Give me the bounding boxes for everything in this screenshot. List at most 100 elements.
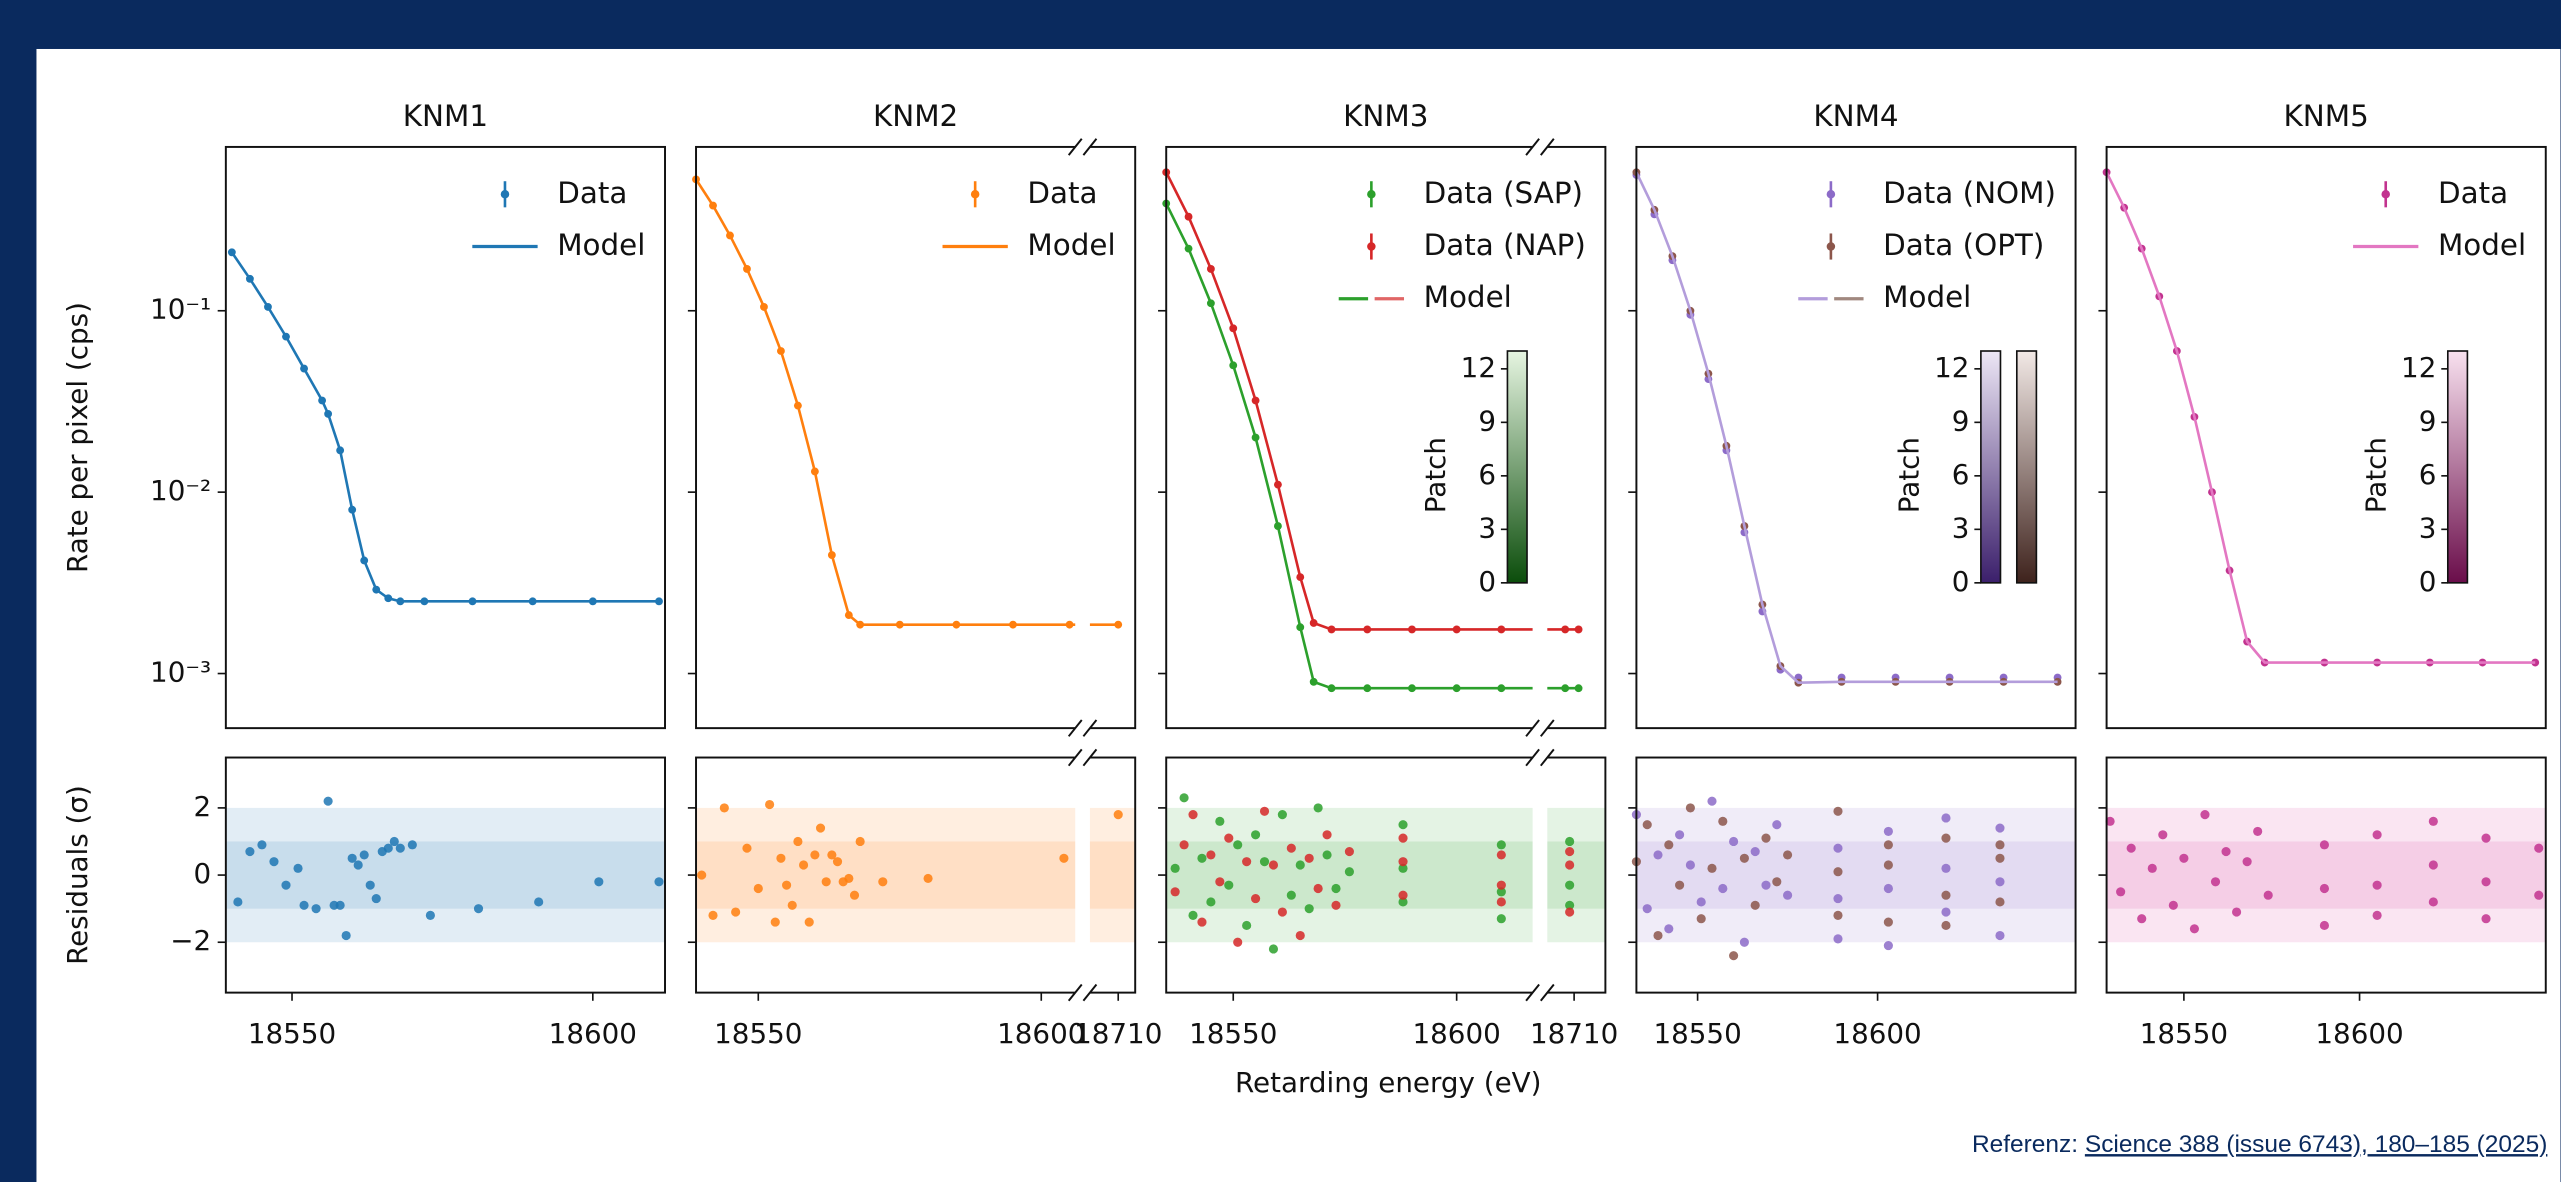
residual-point xyxy=(1398,820,1408,830)
axis-break-mark xyxy=(1082,719,1098,737)
residual-point xyxy=(1707,796,1717,806)
colorbar-tick-label: 9 xyxy=(1952,404,1970,437)
data-point xyxy=(1184,212,1193,221)
residual-point xyxy=(1642,904,1652,914)
residual-point xyxy=(798,860,809,870)
residual-point xyxy=(1707,863,1717,873)
residual-point xyxy=(1718,816,1728,826)
residual-point xyxy=(1322,850,1332,860)
residual-point xyxy=(1179,793,1189,803)
sigma-band xyxy=(1166,807,1606,943)
residual-point xyxy=(534,897,544,907)
colorbar-tick-label: 6 xyxy=(1478,458,1496,491)
residual-point xyxy=(1331,883,1341,894)
residual-point xyxy=(323,796,333,806)
residual-point xyxy=(1398,890,1408,900)
axes-frame xyxy=(224,756,666,994)
colorbar-tick-label: 6 xyxy=(1952,458,1970,491)
legend-label: Model xyxy=(2438,228,2526,262)
residual-point xyxy=(770,917,780,927)
legend: Data Model xyxy=(942,176,1116,262)
residual-point xyxy=(815,823,826,833)
x-tick-label: 18600 xyxy=(1413,1017,1501,1050)
residual-point xyxy=(2319,840,2329,850)
residual-point xyxy=(1215,816,1225,826)
colorbar-tick-label: 6 xyxy=(2419,458,2437,491)
residual-point xyxy=(1295,930,1305,941)
axes-frame xyxy=(2105,145,2547,730)
data-point xyxy=(1206,265,1215,273)
legend-handle xyxy=(500,190,510,199)
residual-point xyxy=(1565,907,1575,917)
residual-point xyxy=(1170,863,1180,873)
residual-point xyxy=(1398,857,1408,867)
legend: Data Model xyxy=(2353,176,2526,262)
residual-point xyxy=(1233,937,1243,947)
legend-handle xyxy=(1826,190,1836,199)
residual-point xyxy=(1995,853,2005,863)
residual-point xyxy=(1313,803,1323,813)
residual-point xyxy=(1675,830,1685,840)
residual-point xyxy=(1833,806,1843,816)
colorbar-label: Patch xyxy=(2360,437,2393,513)
colorbar-tick-label: 3 xyxy=(1952,511,1970,544)
residual-point xyxy=(1496,897,1506,907)
colorbar xyxy=(1980,350,2002,584)
residual-point xyxy=(1295,860,1305,870)
legend: Data (NOM) Data (OPT) Model xyxy=(1798,176,2056,314)
axis-break-mark xyxy=(1540,719,1555,737)
residual-point xyxy=(1233,840,1243,850)
residual-point xyxy=(1772,820,1782,830)
residual-point xyxy=(395,843,405,853)
residual-point xyxy=(311,904,321,914)
residual-point xyxy=(1496,850,1506,860)
axes-frame xyxy=(1635,145,2077,730)
reference-link[interactable]: Science 388 (issue 6743), 180–185 (2025) xyxy=(2085,1132,2548,1159)
legend-label: Data (OPT) xyxy=(1883,228,2044,262)
residual-point xyxy=(1286,890,1296,900)
residual-point xyxy=(1268,944,1279,954)
residual-point xyxy=(1496,887,1506,897)
residual-point xyxy=(1331,900,1341,910)
residual-point xyxy=(2147,863,2157,873)
data-point xyxy=(1251,396,1260,405)
panel-title: KNM2 xyxy=(873,99,958,133)
residual-point xyxy=(269,857,279,867)
residual-point xyxy=(821,877,831,887)
residual-point xyxy=(1206,850,1216,860)
residual-point xyxy=(1344,867,1354,877)
residual-point xyxy=(1761,880,1771,890)
panel-title: KNM1 xyxy=(403,99,488,133)
legend-label: Model xyxy=(1424,280,1512,314)
residual-point xyxy=(1565,846,1575,857)
residual-point xyxy=(257,840,267,850)
residual-point xyxy=(233,897,243,907)
axis-break-gap xyxy=(1075,143,1090,732)
residual-point xyxy=(1729,951,1739,961)
legend-handle xyxy=(970,190,980,199)
data-point xyxy=(1327,625,1336,634)
legend-label: Data (SAP) xyxy=(1424,176,1583,210)
colorbar-tick-label: 3 xyxy=(2419,511,2437,544)
residual-point xyxy=(1565,836,1575,847)
residual-point xyxy=(804,917,814,927)
data-point xyxy=(1497,625,1506,634)
residual-point xyxy=(2428,816,2438,826)
x-tick-label: 18550 xyxy=(2140,1017,2228,1050)
residual-point xyxy=(776,853,786,863)
colorbar xyxy=(1506,350,1528,584)
residual-point xyxy=(1995,840,2005,850)
axes-frame xyxy=(224,145,666,730)
sigma-band xyxy=(1636,841,2076,909)
residual-point xyxy=(2481,833,2491,843)
y-tick-label: 10⁻³ xyxy=(150,656,211,689)
colorbar-tick-label: 0 xyxy=(1952,565,1970,598)
residual-point xyxy=(1565,900,1575,910)
residual-point xyxy=(1304,904,1314,914)
residual-point xyxy=(782,880,792,890)
colorbar-tick-label: 0 xyxy=(1478,565,1496,598)
legend-handle xyxy=(1367,190,1376,199)
residual-point xyxy=(1833,867,1843,877)
x-tick-label: 18600 xyxy=(2315,1017,2403,1050)
residual-point xyxy=(1718,883,1728,894)
